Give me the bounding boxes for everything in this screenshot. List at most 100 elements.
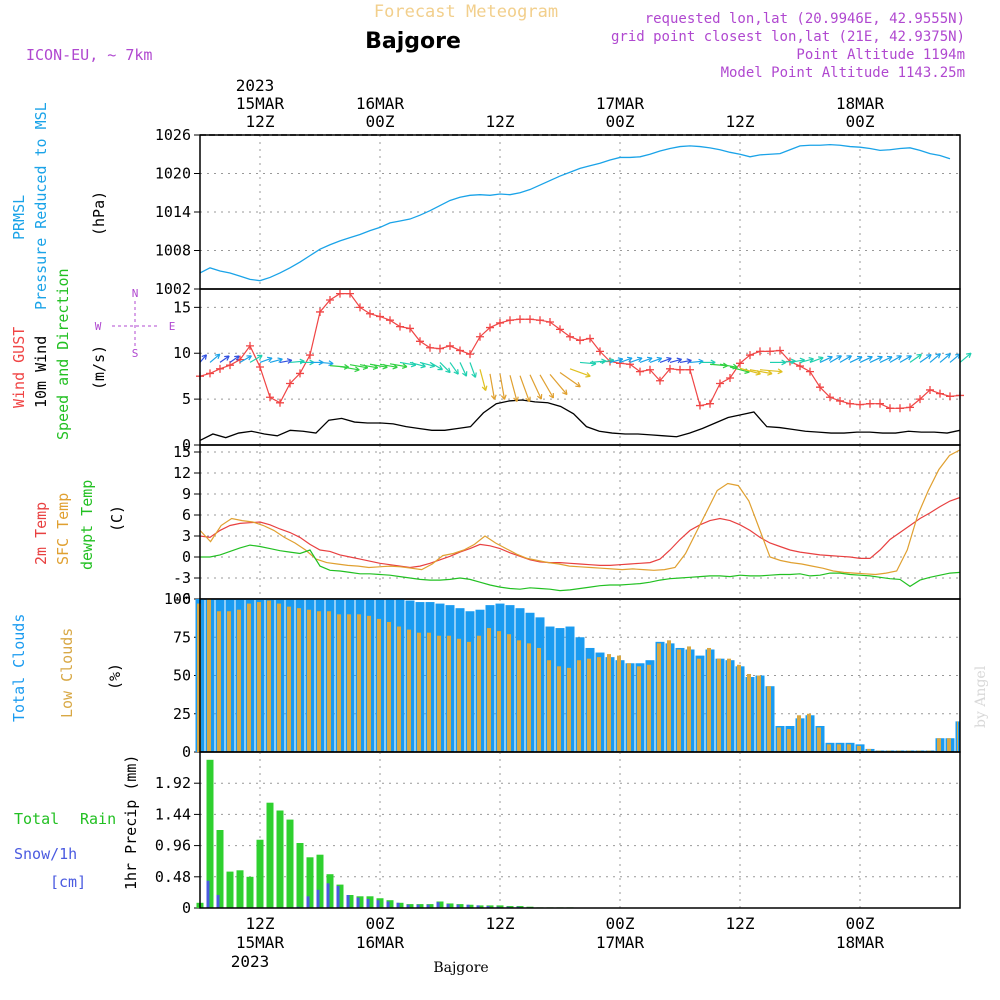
wind10m-label: 10m Wind <box>32 336 50 408</box>
y-tick-label: 12 <box>173 464 191 482</box>
wind-arrow <box>549 373 568 395</box>
gust-marker <box>586 334 594 343</box>
pressure-panel: 1002 1008 1014 1020 1026 <box>155 126 961 298</box>
top-hour-label: 00Z <box>606 112 635 131</box>
low-cloud-bar <box>417 632 421 752</box>
low-cloud-bar <box>907 750 911 752</box>
gust-line <box>199 292 961 409</box>
wind-arrow <box>659 357 672 363</box>
snow-bar <box>316 889 320 908</box>
wind-arrow-head <box>201 354 208 360</box>
top-hour-label: 12Z <box>486 112 515 131</box>
rain-bar <box>236 870 244 908</box>
wind-unit: (m/s) <box>90 345 108 390</box>
low-cloud-bar <box>327 611 331 752</box>
low-cloud-bar <box>317 611 321 752</box>
y-tick-label: 1014 <box>155 203 191 221</box>
y-tick-label: 0 <box>182 899 191 917</box>
panel-frame <box>199 751 961 909</box>
low-cloud-bar <box>427 632 431 752</box>
rain-bar <box>256 839 264 908</box>
gust-marker <box>776 346 784 355</box>
gust-marker <box>326 296 334 305</box>
wind-arrow <box>469 362 477 378</box>
y-tick-label: 15 <box>173 443 191 461</box>
wind-arrow-head <box>445 367 451 374</box>
wind-arrow-head <box>626 356 633 363</box>
top-date-label: 17MAR <box>596 94 645 113</box>
rain-bar <box>406 904 414 908</box>
y-tick-label: 1002 <box>155 280 191 298</box>
low-cloud-bar <box>307 609 311 752</box>
y-tick-label: 0.48 <box>155 868 191 886</box>
low-cloud-bar <box>897 750 901 752</box>
wind-arrow-head <box>246 355 252 361</box>
wind-arrow-head <box>286 358 293 364</box>
y-tick-label: 1.92 <box>155 774 191 792</box>
wind-arrow-head <box>886 355 893 362</box>
low-cloud-bar <box>777 727 781 752</box>
gust-marker <box>296 369 304 378</box>
snow-bar <box>306 896 310 908</box>
wind-arrow <box>869 356 883 363</box>
wind-arrow <box>509 375 518 402</box>
gust-marker <box>256 363 264 371</box>
requested-coords: requested lon,lat (20.9946E, 42.9555N) <box>645 11 965 27</box>
bottom-hour-label: 12Z <box>246 914 275 933</box>
wind-arrow-head <box>906 355 912 361</box>
low-cloud-bar <box>807 713 811 752</box>
low-cloud-bar <box>947 738 951 752</box>
gust-marker <box>436 344 444 353</box>
gust-marker <box>766 347 774 356</box>
wind-arrow-head <box>666 356 672 363</box>
gust-marker <box>936 389 944 398</box>
wind-arrow-head <box>257 354 263 360</box>
gust-marker <box>246 341 254 350</box>
low-cloud-bar <box>357 614 361 752</box>
wind-speed-line <box>199 399 961 441</box>
y-tick-label: 1026 <box>155 126 191 144</box>
low-cloud-bar <box>387 621 391 752</box>
rain-bar <box>266 802 274 908</box>
wind-arrow <box>409 361 426 368</box>
wind-arrow <box>249 354 263 363</box>
wind-arrow-head <box>846 355 852 361</box>
model-label: ICON-EU, ~ 7km <box>26 46 152 64</box>
low-cloud-bar <box>507 634 511 752</box>
low-cloud-bar <box>877 750 881 752</box>
precip-labels: Total Rain Snow/1h [cm] 1hr Precip (mm) <box>14 755 140 891</box>
low-cloud-bar <box>517 640 521 752</box>
y-tick-label: 10 <box>173 344 191 362</box>
gust-marker <box>896 404 904 413</box>
gust-marker <box>466 350 474 359</box>
low-cloud-bar <box>527 643 531 752</box>
y-tick-label: 1008 <box>155 242 191 260</box>
low-cloud-bar <box>377 618 381 752</box>
wind-arrow-head <box>575 381 581 388</box>
gust-marker <box>356 303 364 312</box>
wind-arrow <box>459 362 467 377</box>
wind-arrow <box>669 358 682 363</box>
low-cloud-bar <box>287 606 291 752</box>
gust-marker <box>836 396 844 405</box>
wind-arrow-head <box>266 356 273 363</box>
wind-arrow <box>259 357 273 363</box>
gust-marker <box>396 322 404 331</box>
low-cloud-bar <box>937 738 941 752</box>
wind-arrow-head <box>402 363 408 369</box>
wind-arrow-head <box>214 353 221 360</box>
rain-bar <box>486 905 494 908</box>
low-cloud-bar <box>617 655 621 752</box>
gust-marker <box>376 312 384 321</box>
wind-arrow <box>729 366 750 373</box>
wind-arrow <box>909 353 922 363</box>
precip-rain-label: Rain <box>80 810 116 828</box>
wind-arrow <box>529 374 542 400</box>
wind-arrow <box>719 363 738 368</box>
gust-marker <box>226 361 234 370</box>
precip-snow-unit: [cm] <box>50 873 86 891</box>
low-cloud-bar <box>767 686 771 752</box>
y-tick-label: 5 <box>182 390 191 408</box>
wind-arrow <box>579 361 596 365</box>
low-cloud-bar <box>607 654 611 752</box>
